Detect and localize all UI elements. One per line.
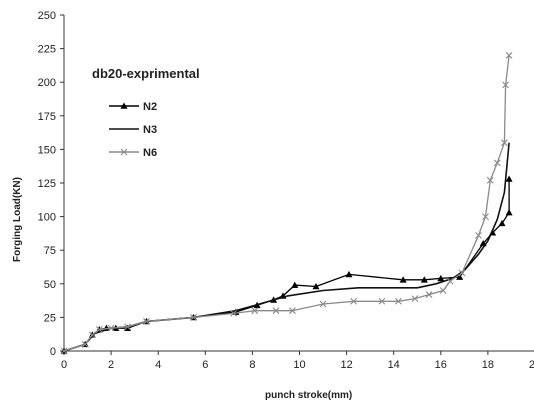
x-tick-label: 8 bbox=[249, 359, 255, 371]
series-line-n3 bbox=[63, 142, 510, 352]
x-tick-labels: 0 2 4 6 8 10 12 14 16 18 20 bbox=[61, 359, 534, 371]
y-tick-label: 25 bbox=[44, 312, 56, 324]
y-tick-label: 200 bbox=[38, 77, 56, 89]
legend-item-n2: N2 bbox=[109, 101, 157, 113]
data-point-n6 bbox=[88, 331, 96, 339]
data-point-n6 bbox=[95, 326, 103, 333]
data-point-n6 bbox=[251, 307, 259, 315]
chart-title: db20-exprimental bbox=[92, 66, 200, 81]
x-tick-label: 10 bbox=[293, 359, 305, 371]
data-point-n6 bbox=[425, 291, 433, 298]
legend-label-n6: N6 bbox=[143, 147, 157, 159]
data-point-n6 bbox=[411, 295, 419, 302]
data-point-n6 bbox=[446, 277, 454, 285]
legend-marker-n2 bbox=[120, 102, 128, 109]
data-point-n6 bbox=[319, 300, 327, 308]
series-n6 bbox=[60, 51, 513, 355]
data-point-n6 bbox=[502, 81, 509, 89]
data-point-n6 bbox=[190, 314, 197, 321]
data-point-n6 bbox=[482, 213, 489, 220]
x-tick-label: 2 bbox=[108, 359, 114, 371]
y-tick-label: 100 bbox=[38, 212, 56, 224]
data-point-n6 bbox=[81, 340, 89, 348]
data-point-n2 bbox=[399, 276, 407, 283]
y-tick-label: 225 bbox=[38, 44, 56, 56]
data-point-n2 bbox=[312, 282, 320, 290]
data-point-n6 bbox=[486, 176, 494, 184]
series-line-n6 bbox=[63, 55, 510, 352]
data-point-n6 bbox=[378, 297, 386, 305]
x-tick-label: 0 bbox=[61, 359, 67, 371]
data-point-n6 bbox=[439, 287, 447, 294]
data-point-n2 bbox=[291, 281, 299, 288]
x-tick-label: 6 bbox=[202, 359, 208, 371]
data-point-n2 bbox=[505, 209, 513, 216]
y-axis-title: Forging Load(KN) bbox=[12, 177, 23, 262]
x-tick-label: 16 bbox=[435, 359, 447, 371]
data-point-n6 bbox=[500, 139, 508, 147]
y-tick-label: 175 bbox=[38, 111, 56, 123]
data-point-n6 bbox=[505, 51, 513, 59]
x-tick-label: 14 bbox=[388, 359, 400, 371]
y-tick-label: 150 bbox=[38, 144, 56, 156]
data-point-n2 bbox=[505, 175, 513, 182]
data-point-n2 bbox=[345, 270, 353, 278]
y-tick-label: 75 bbox=[44, 245, 56, 257]
series-group bbox=[60, 51, 513, 355]
y-tick-label: 50 bbox=[44, 279, 56, 291]
data-point-n6 bbox=[107, 324, 115, 332]
data-point-n6 bbox=[124, 323, 131, 331]
legend-item-n3: N3 bbox=[109, 124, 157, 136]
data-point-n6 bbox=[458, 269, 466, 277]
legend-item-n6: N6 bbox=[109, 147, 157, 159]
x-tick-label: 12 bbox=[340, 359, 352, 371]
data-point-n2 bbox=[124, 324, 132, 331]
legend: N2 N3 N6 bbox=[109, 101, 157, 159]
data-point-n2 bbox=[498, 219, 506, 227]
data-point-n2 bbox=[456, 273, 464, 280]
data-point-n6 bbox=[60, 347, 68, 355]
series-n3 bbox=[63, 142, 510, 352]
x-tick-label: 18 bbox=[482, 359, 494, 371]
data-point-n6 bbox=[289, 307, 296, 315]
data-point-n2 bbox=[437, 274, 445, 282]
data-point-n6 bbox=[230, 309, 237, 317]
x-axis-title: punch stroke(mm) bbox=[265, 390, 352, 401]
x-tick-label: 20 bbox=[529, 359, 534, 371]
data-point-n6 bbox=[272, 307, 280, 315]
data-point-n6 bbox=[493, 159, 501, 167]
data-point-n6 bbox=[475, 232, 482, 239]
data-point-n6 bbox=[350, 297, 358, 305]
data-point-n2 bbox=[420, 276, 428, 283]
legend-marker-n6 bbox=[120, 148, 128, 156]
x-tick-label: 4 bbox=[155, 359, 161, 371]
axes bbox=[60, 14, 534, 355]
data-point-n6 bbox=[143, 318, 150, 325]
legend-label-n2: N2 bbox=[143, 101, 157, 113]
y-tick-label: 125 bbox=[38, 178, 56, 190]
y-tick-label: 250 bbox=[38, 10, 56, 22]
data-point-n6 bbox=[395, 297, 402, 305]
legend-label-n3: N3 bbox=[143, 124, 157, 136]
y-tick-label: 0 bbox=[50, 346, 56, 358]
y-tick-labels: 0 25 50 75 100 125 150 175 200 225 250 bbox=[38, 10, 56, 358]
